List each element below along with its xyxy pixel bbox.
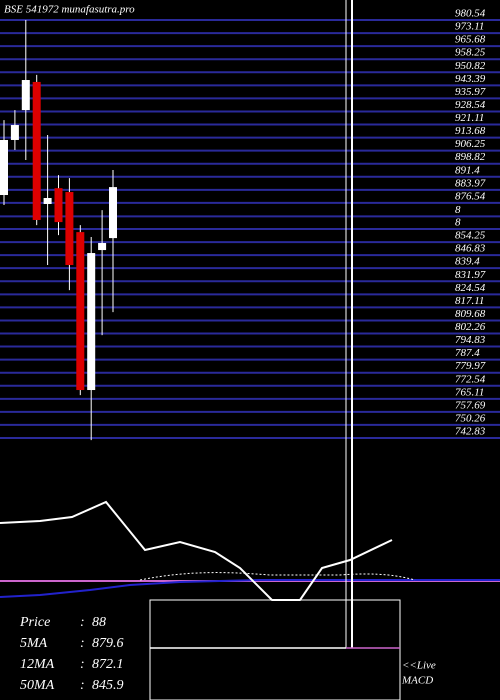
info-label: 12MA	[20, 657, 55, 672]
candle-body	[65, 192, 74, 266]
candle-body	[54, 188, 63, 223]
y-tick-label: 958.25	[455, 47, 486, 59]
y-tick-label: 817.11	[455, 295, 484, 307]
y-tick-label: 779.97	[455, 360, 486, 372]
y-tick-label: 980.54	[455, 8, 486, 20]
candle-body	[32, 81, 41, 220]
y-tick-label: 794.83	[455, 334, 486, 346]
y-tick-label: 831.97	[455, 269, 486, 281]
y-tick-label: 935.97	[455, 86, 486, 98]
y-tick-label: 883.97	[455, 177, 486, 189]
y-tick-label: 802.26	[455, 321, 486, 333]
chart-title: BSE 541972 munafasutra.pro	[4, 4, 135, 16]
candle-body	[87, 253, 96, 391]
y-tick-label: 928.54	[455, 99, 486, 111]
y-tick-label: 750.26	[455, 412, 486, 424]
candle-body	[98, 243, 107, 251]
y-tick-label: 898.82	[455, 151, 486, 163]
y-tick-label: 787.4	[455, 347, 480, 359]
y-tick-label: 8	[455, 217, 461, 229]
y-tick-label: 8	[455, 204, 461, 216]
y-tick-label: 950.82	[455, 60, 486, 72]
info-label: 5MA	[20, 636, 48, 651]
y-tick-label: 876.54	[455, 190, 486, 202]
y-tick-label: 809.68	[455, 308, 486, 320]
y-tick-label: 891.4	[455, 164, 480, 176]
candle-body	[0, 139, 8, 196]
candle-body	[109, 187, 117, 239]
info-value: 845.9	[92, 678, 124, 693]
y-tick-label: 839.4	[455, 256, 480, 268]
y-tick-label: 742.83	[455, 426, 486, 438]
macd-line	[0, 500, 393, 601]
info-separator: :	[80, 657, 85, 672]
dotted-line	[139, 572, 416, 581]
info-value: 879.6	[92, 636, 124, 651]
info-value: 872.1	[92, 657, 124, 672]
y-tick-label: 973.11	[455, 21, 484, 33]
candle-body	[21, 80, 30, 111]
info-separator: :	[80, 678, 85, 693]
y-tick-label: 824.54	[455, 282, 486, 294]
y-tick-label: 921.11	[455, 112, 484, 124]
y-tick-label: 906.25	[455, 138, 486, 150]
y-tick-label: 943.39	[455, 73, 486, 85]
info-value: 88	[92, 615, 106, 630]
y-tick-label: 854.25	[455, 230, 486, 242]
y-tick-label: 772.54	[455, 373, 486, 385]
y-tick-label: 846.83	[455, 243, 486, 255]
live-link[interactable]: MACD	[401, 675, 433, 687]
signal-line	[0, 579, 500, 598]
candle-body	[76, 232, 85, 391]
live-link[interactable]: <<Live	[402, 660, 436, 672]
info-label: 50MA	[20, 678, 55, 693]
info-label: Price	[19, 615, 50, 630]
y-tick-label: 965.68	[455, 34, 486, 46]
macd-box	[149, 599, 401, 700]
info-separator: :	[80, 615, 85, 630]
y-tick-label: 913.68	[455, 125, 486, 137]
candle-body	[10, 125, 19, 140]
info-separator: :	[80, 636, 85, 651]
y-tick-label: 757.69	[455, 399, 486, 411]
y-tick-label: 765.11	[455, 386, 484, 398]
candle-body	[43, 198, 52, 204]
